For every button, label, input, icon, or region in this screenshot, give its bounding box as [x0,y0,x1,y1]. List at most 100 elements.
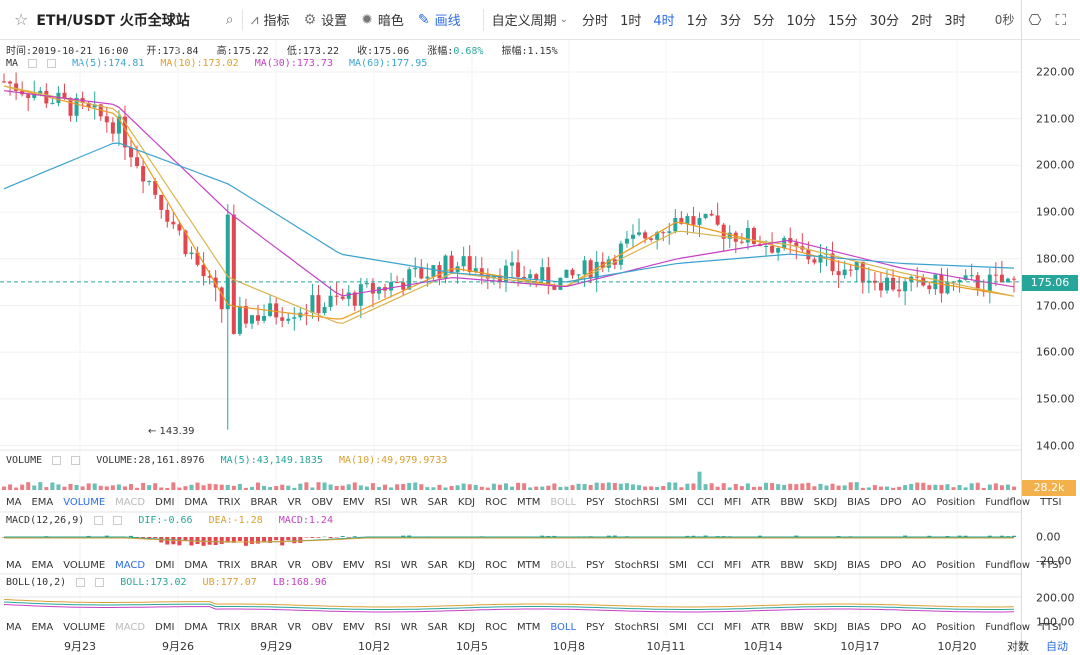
close-small-icon[interactable] [95,577,105,587]
period-tab[interactable]: 1分 [686,14,708,29]
indicator-tab[interactable]: BBW [780,621,804,633]
settings-button[interactable]: ⚙ 设置 [303,11,348,30]
indicator-tab[interactable]: MACD [115,559,146,571]
camera-icon[interactable]: ⎔ [1028,10,1042,29]
indicator-tab[interactable]: Position [936,496,976,508]
settings-small-icon[interactable] [52,455,62,465]
indicator-tab[interactable]: SAR [427,621,448,633]
indicator-tab[interactable]: SKDJ [813,621,838,633]
period-tab[interactable]: 3时 [944,14,966,29]
indicator-tab[interactable]: OBV [311,496,333,508]
indicator-tab[interactable]: MA [6,496,22,508]
indicator-tab[interactable]: EMV [342,496,365,508]
period-tab[interactable]: 2时 [911,14,933,29]
indicator-tab[interactable]: TRIX [217,559,241,571]
search-icon[interactable]: ⌕ [225,11,234,28]
period-tab[interactable]: 10分 [786,14,817,29]
indicator-tab[interactable]: SAR [427,496,448,508]
indicator-tab[interactable]: AO [911,496,927,508]
custom-period-dropdown[interactable]: 自定义周期 ⌄ [491,14,569,29]
indicator-tab[interactable]: PSY [586,496,605,508]
log-scale-button[interactable]: 对数 [1007,640,1029,653]
indicator-tab[interactable]: TTSI [1040,559,1062,571]
close-small-icon[interactable] [71,455,81,465]
indicator-tab[interactable]: MTM [516,496,541,508]
indicator-tab[interactable]: KDJ [457,621,476,633]
indicator-tab[interactable]: StochRSI [614,496,659,508]
indicator-tab[interactable]: EMA [31,496,54,508]
indicator-tab[interactable]: BBW [780,559,804,571]
period-tab[interactable]: 30分 [869,14,900,29]
period-tab[interactable]: 分时 [582,14,609,29]
indicator-tab[interactable]: RSI [374,559,391,571]
indicator-tab[interactable]: VR [287,496,302,508]
indicator-tab[interactable]: CCI [696,621,714,633]
indicator-tab[interactable]: WR [400,621,418,633]
indicator-tab[interactable]: AO [911,621,927,633]
theme-button[interactable]: ✹ 暗色 [361,11,404,30]
indicator-tab[interactable]: MFI [723,496,742,508]
indicator-tab[interactable]: MACD [115,496,146,508]
indicator-tab[interactable]: DMI [155,496,175,508]
indicator-tab[interactable]: Position [936,559,976,571]
indicator-tab[interactable]: PSY [586,621,605,633]
indicator-tab[interactable]: MA [6,621,22,633]
indicator-tab[interactable]: KDJ [457,496,476,508]
indicator-tab[interactable]: MTM [516,559,541,571]
indicator-tab[interactable]: OBV [311,621,333,633]
symbol-title[interactable]: ETH/USDT 火币全球站 [36,12,190,29]
indicator-tab[interactable]: BIAS [847,559,871,571]
indicator-tab[interactable]: DMA [184,496,208,508]
indicator-tab[interactable]: VOLUME [63,496,106,508]
period-tab[interactable]: 1时 [620,14,642,29]
indicator-tab[interactable]: VOLUME [63,559,106,571]
indicator-tab[interactable]: BIAS [847,621,871,633]
indicator-tab[interactable]: EMV [342,559,365,571]
indicator-tab[interactable]: WR [400,496,418,508]
indicator-tab[interactable]: EMA [31,621,54,633]
indicator-tab[interactable]: BOLL [550,559,577,571]
indicator-tab[interactable]: BRAR [250,559,278,571]
indicator-tab[interactable]: BRAR [250,621,278,633]
indicator-tab[interactable]: StochRSI [614,621,659,633]
indicator-tab[interactable]: CCI [696,559,714,571]
indicator-tab[interactable]: DMI [155,621,175,633]
indicator-tab[interactable]: DMI [155,559,175,571]
indicator-tab[interactable]: MACD [115,621,146,633]
indicator-tab[interactable]: ROC [485,559,507,571]
indicator-tab[interactable]: WR [400,559,418,571]
indicator-tab[interactable]: SKDJ [813,559,838,571]
indicator-tab[interactable]: AO [911,559,927,571]
indicator-tab[interactable]: SMI [669,621,687,633]
indicator-tab[interactable]: ROC [485,496,507,508]
indicator-tab[interactable]: BBW [780,496,804,508]
indicator-tab[interactable]: PSY [586,559,605,571]
period-tab[interactable]: 4时 [653,14,675,29]
period-tab[interactable]: 15分 [828,14,858,29]
indicator-tab[interactable]: MTM [516,621,541,633]
indicator-tab[interactable]: TRIX [217,496,241,508]
indicator-tab[interactable]: DPO [880,559,902,571]
indicator-tab[interactable]: ATR [751,559,771,571]
indicator-tab[interactable]: Fundflow [985,496,1031,508]
settings-small-icon[interactable] [28,58,38,68]
close-small-icon[interactable] [47,58,57,68]
indicator-tab[interactable]: VOLUME [63,621,106,633]
indicator-tab[interactable]: MFI [723,621,742,633]
indicator-tab[interactable]: SKDJ [813,496,838,508]
indicator-tab[interactable]: OBV [311,559,333,571]
price-chart[interactable]: ← 143.39 [0,40,1021,655]
indicators-button[interactable]: ⩘ 指标 [250,11,290,30]
indicator-tab[interactable]: TTSI [1040,496,1062,508]
indicator-tab[interactable]: VR [287,621,302,633]
indicator-tab[interactable]: EMA [31,559,54,571]
indicator-tab[interactable]: SAR [427,559,448,571]
auto-scale-button[interactable]: 自动 [1046,640,1068,653]
indicator-tab[interactable]: Fundflow [985,559,1031,571]
fullscreen-icon[interactable]: ⛶ [1055,10,1066,29]
indicator-tab[interactable]: DMA [184,559,208,571]
indicator-tab[interactable]: DPO [880,621,902,633]
indicator-tab[interactable]: SMI [669,559,687,571]
close-small-icon[interactable] [113,515,123,525]
indicator-tab[interactable]: Position [936,621,976,633]
